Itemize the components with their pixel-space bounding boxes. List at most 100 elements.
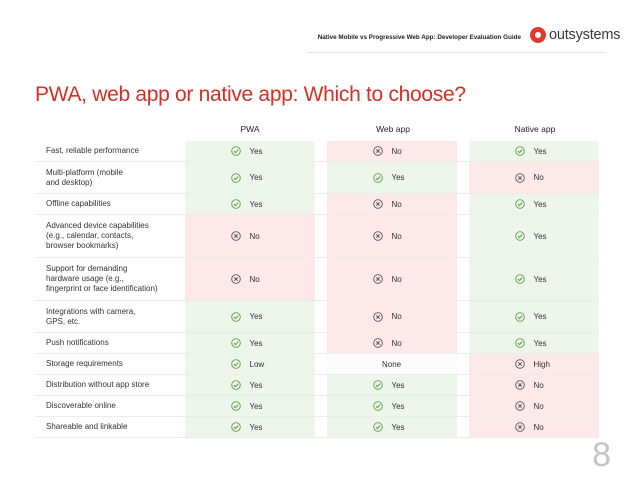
table-cell: Yes <box>327 162 457 193</box>
cell-value: Yes <box>249 422 263 432</box>
cross-icon <box>372 231 383 241</box>
cell-value: Yes <box>533 199 547 209</box>
cross-icon <box>372 338 383 348</box>
column-header-native-app: Native app <box>514 124 556 134</box>
table-cell: No <box>469 162 599 193</box>
check-icon <box>372 380 383 390</box>
cell-value: Yes <box>533 146 547 156</box>
check-icon <box>230 199 241 209</box>
cell-value: Yes <box>533 274 547 284</box>
check-icon <box>230 401 241 411</box>
cell-value: High <box>533 359 550 369</box>
cross-icon <box>514 359 525 369</box>
table-cell: Yes <box>469 333 599 353</box>
cell-value: No <box>533 380 544 390</box>
table-cell: No <box>327 194 457 214</box>
table-cell: Yes <box>185 333 315 353</box>
table-cell: No <box>469 375 599 395</box>
cell-value: Yes <box>249 380 263 390</box>
cell-value: None <box>382 359 402 369</box>
check-icon <box>230 422 241 432</box>
check-icon <box>372 172 383 183</box>
cell-value: Yes <box>391 173 405 182</box>
check-icon <box>514 199 525 209</box>
cell-value: Yes <box>391 380 405 390</box>
column-header-web-app: Web app <box>376 124 410 134</box>
row-label: Offline capabilities <box>46 199 111 208</box>
table-cell: No <box>327 215 457 257</box>
table-cell: Yes <box>185 141 315 161</box>
cross-icon <box>230 274 241 284</box>
table-row: Shareable and linkable Yes Yes No <box>35 417 599 438</box>
check-icon <box>230 172 241 183</box>
cross-icon <box>230 231 241 241</box>
cell-value: No <box>249 274 260 284</box>
cross-icon <box>372 274 383 284</box>
table-cell: Yes <box>185 194 315 214</box>
cell-value: Yes <box>533 338 547 348</box>
table-row: Offline capabilities Yes No Yes <box>35 194 599 215</box>
table-row: Storage requirements Low None High <box>35 354 599 375</box>
table-cell: Yes <box>327 375 457 395</box>
cell-value: No <box>533 401 544 411</box>
check-icon <box>372 422 383 432</box>
cell-value: Yes <box>533 231 547 241</box>
row-label: Distribution without app store <box>46 380 150 389</box>
table-row: Fast, reliable performance Yes No Yes <box>35 141 599 162</box>
check-icon <box>514 274 525 284</box>
header-divider <box>308 52 605 53</box>
outsystems-logo-icon <box>530 27 546 43</box>
cross-icon <box>372 199 383 209</box>
cell-value: Yes <box>249 401 263 411</box>
logo-text: outsystems <box>549 27 621 43</box>
row-label: Shareable and linkable <box>46 422 128 431</box>
table-cell: Yes <box>469 215 599 257</box>
check-icon <box>514 311 525 322</box>
page-number: 8 <box>592 436 611 474</box>
cell-value: Yes <box>249 146 263 156</box>
comparison-table: Fast, reliable performance Yes No Yes Multi-… <box>35 141 599 438</box>
cross-icon <box>514 172 525 183</box>
table-cell: Low <box>185 354 315 374</box>
check-icon <box>230 146 241 156</box>
table-cell: High <box>469 354 599 374</box>
check-icon <box>230 338 241 348</box>
cell-value: Yes <box>391 401 405 411</box>
cell-value: No <box>391 274 402 284</box>
table-row: Discoverable online Yes Yes No <box>35 396 599 417</box>
table-cell: Yes <box>185 396 315 416</box>
cell-value: No <box>391 199 402 209</box>
table-cell: No <box>185 258 315 300</box>
row-label: Support for demanding hardware usage (e.… <box>46 264 158 293</box>
check-icon <box>230 311 241 322</box>
table-row: Distribution without app store Yes Yes No <box>35 375 599 396</box>
column-header-pwa: PWA <box>240 124 260 134</box>
row-label: Fast, reliable performance <box>46 146 139 155</box>
cell-value: Yes <box>249 312 263 321</box>
cell-value: Yes <box>249 338 263 348</box>
table-cell: Yes <box>327 396 457 416</box>
check-icon <box>514 146 525 156</box>
table-cell: Yes <box>185 375 315 395</box>
table-row: Push notifications Yes No Yes <box>35 333 599 354</box>
cross-icon <box>514 401 525 411</box>
check-icon <box>230 380 241 390</box>
cell-value: No <box>391 231 402 241</box>
cell-value: Yes <box>249 199 263 209</box>
cell-value: Low <box>249 359 265 369</box>
table-cell: Yes <box>185 417 315 437</box>
table-row: Multi-platform (mobile and desktop) Yes Ye… <box>35 162 599 194</box>
cross-icon <box>372 311 383 322</box>
check-icon <box>514 231 525 241</box>
row-label: Multi-platform (mobile and desktop) <box>46 167 123 187</box>
table-cell: Yes <box>185 301 315 332</box>
table-cell: No <box>327 141 457 161</box>
row-label: Push notifications <box>46 338 109 347</box>
cell-value: Yes <box>391 422 405 432</box>
table-cell: No <box>327 333 457 353</box>
table-cell: Yes <box>469 194 599 214</box>
row-label: Discoverable online <box>46 401 116 410</box>
table-row: Support for demanding hardware usage (e.… <box>35 258 599 301</box>
table-cell: Yes <box>469 141 599 161</box>
table-cell: No <box>327 301 457 332</box>
